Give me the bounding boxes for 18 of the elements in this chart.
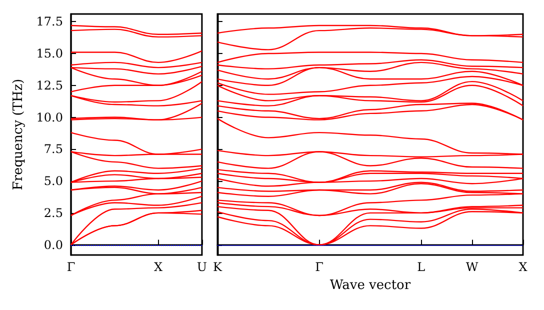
y-tick-label: 15.0: [36, 46, 63, 61]
y-tick-label: 10.0: [36, 110, 63, 124]
x-tick-label: X: [154, 260, 164, 274]
y-tick-label: 2.5: [44, 206, 63, 220]
x-tick-label: X: [518, 260, 528, 274]
y-axis-title: Frequency (THz): [11, 78, 26, 190]
y-tick-label: 17.5: [36, 14, 63, 29]
x-tick-label: Γ: [66, 260, 76, 274]
x-tick-label: K: [213, 260, 223, 274]
x-tick-label: W: [466, 260, 479, 274]
x-axis-title: Wave vector: [330, 278, 412, 293]
x-tick-label: U: [196, 260, 208, 274]
y-tick-label: 12.5: [36, 78, 63, 92]
x-tick-label: Γ: [315, 260, 324, 274]
y-tick-label: 0.0: [44, 238, 63, 252]
y-tick-label: 5.0: [44, 174, 63, 188]
x-tick-label: L: [417, 260, 426, 274]
y-tick-label: 7.5: [44, 142, 63, 156]
